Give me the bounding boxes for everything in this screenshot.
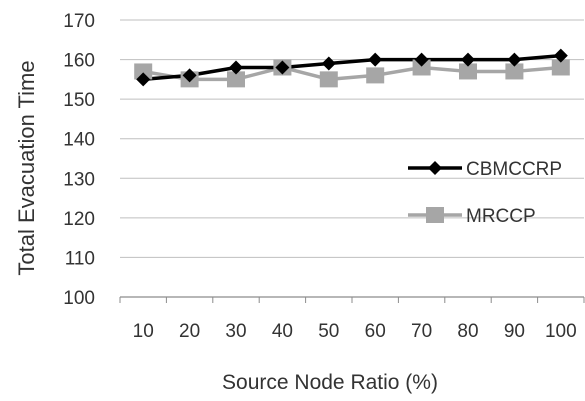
- data-point-mrccp: [551, 59, 570, 76]
- series-lines: [142, 53, 561, 82]
- x-tick-label: 90: [504, 321, 525, 342]
- legend-marker-cbmccrp: [428, 161, 442, 175]
- data-point-cbmccrp: [136, 72, 151, 87]
- series-markers: [134, 48, 570, 88]
- data-point-cbmccrp: [507, 52, 522, 67]
- data-point-mrccp: [319, 71, 338, 88]
- data-point-cbmccrp: [229, 60, 243, 75]
- x-tick-label: 60: [365, 321, 386, 342]
- x-tick-label: 80: [457, 321, 478, 342]
- y-tick-label: 110: [65, 248, 95, 269]
- x-axis-label: Source Node Ratio (%): [222, 371, 438, 394]
- y-axis-label: Total Evacuation Time: [14, 60, 39, 275]
- data-point-cbmccrp: [182, 68, 197, 83]
- series-line-mrccp: [142, 65, 561, 82]
- axes: 100 110 120 130 140 150 160 170 10 20 30 40 50 60 70 80…: [63, 11, 585, 342]
- x-tick-label: 40: [272, 321, 293, 342]
- y-tick-label: 120: [63, 209, 95, 230]
- y-tick-label: 170: [63, 11, 95, 32]
- x-tick-label: 20: [179, 321, 200, 342]
- data-point-mrccp: [134, 63, 153, 80]
- data-point-mrccp: [366, 67, 385, 84]
- legend-label: MRCCP: [466, 206, 536, 227]
- data-point-mrccp: [227, 71, 245, 88]
- x-tick-label: 30: [225, 321, 246, 342]
- data-point-mrccp: [412, 59, 431, 76]
- data-point-cbmccrp: [414, 52, 429, 67]
- x-tick-label: 50: [318, 321, 339, 342]
- y-tick-label: 160: [63, 51, 95, 72]
- y-tick-label: 140: [63, 130, 95, 151]
- x-tick-label: 10: [133, 321, 154, 342]
- x-tick-label: 70: [411, 321, 432, 342]
- legend: CBMCCRP MRCCP: [408, 159, 562, 227]
- y-tick-label: 100: [63, 288, 95, 309]
- data-point-mrccp: [505, 63, 524, 80]
- data-point-cbmccrp: [553, 48, 568, 63]
- data-point-cbmccrp: [321, 56, 336, 71]
- y-tick-label: 130: [63, 169, 95, 190]
- data-point-cbmccrp: [368, 52, 383, 67]
- y-tick-label: 150: [63, 90, 95, 111]
- data-point-cbmccrp: [461, 52, 475, 67]
- legend-marker-mrccp: [426, 207, 444, 223]
- x-tick-label: 100: [545, 321, 577, 342]
- gridlines: [120, 19, 584, 258]
- series-line-cbmccrp: [143, 53, 561, 82]
- data-point-cbmccrp: [275, 60, 290, 75]
- data-point-mrccp: [459, 63, 477, 80]
- legend-label: CBMCCRP: [466, 159, 562, 180]
